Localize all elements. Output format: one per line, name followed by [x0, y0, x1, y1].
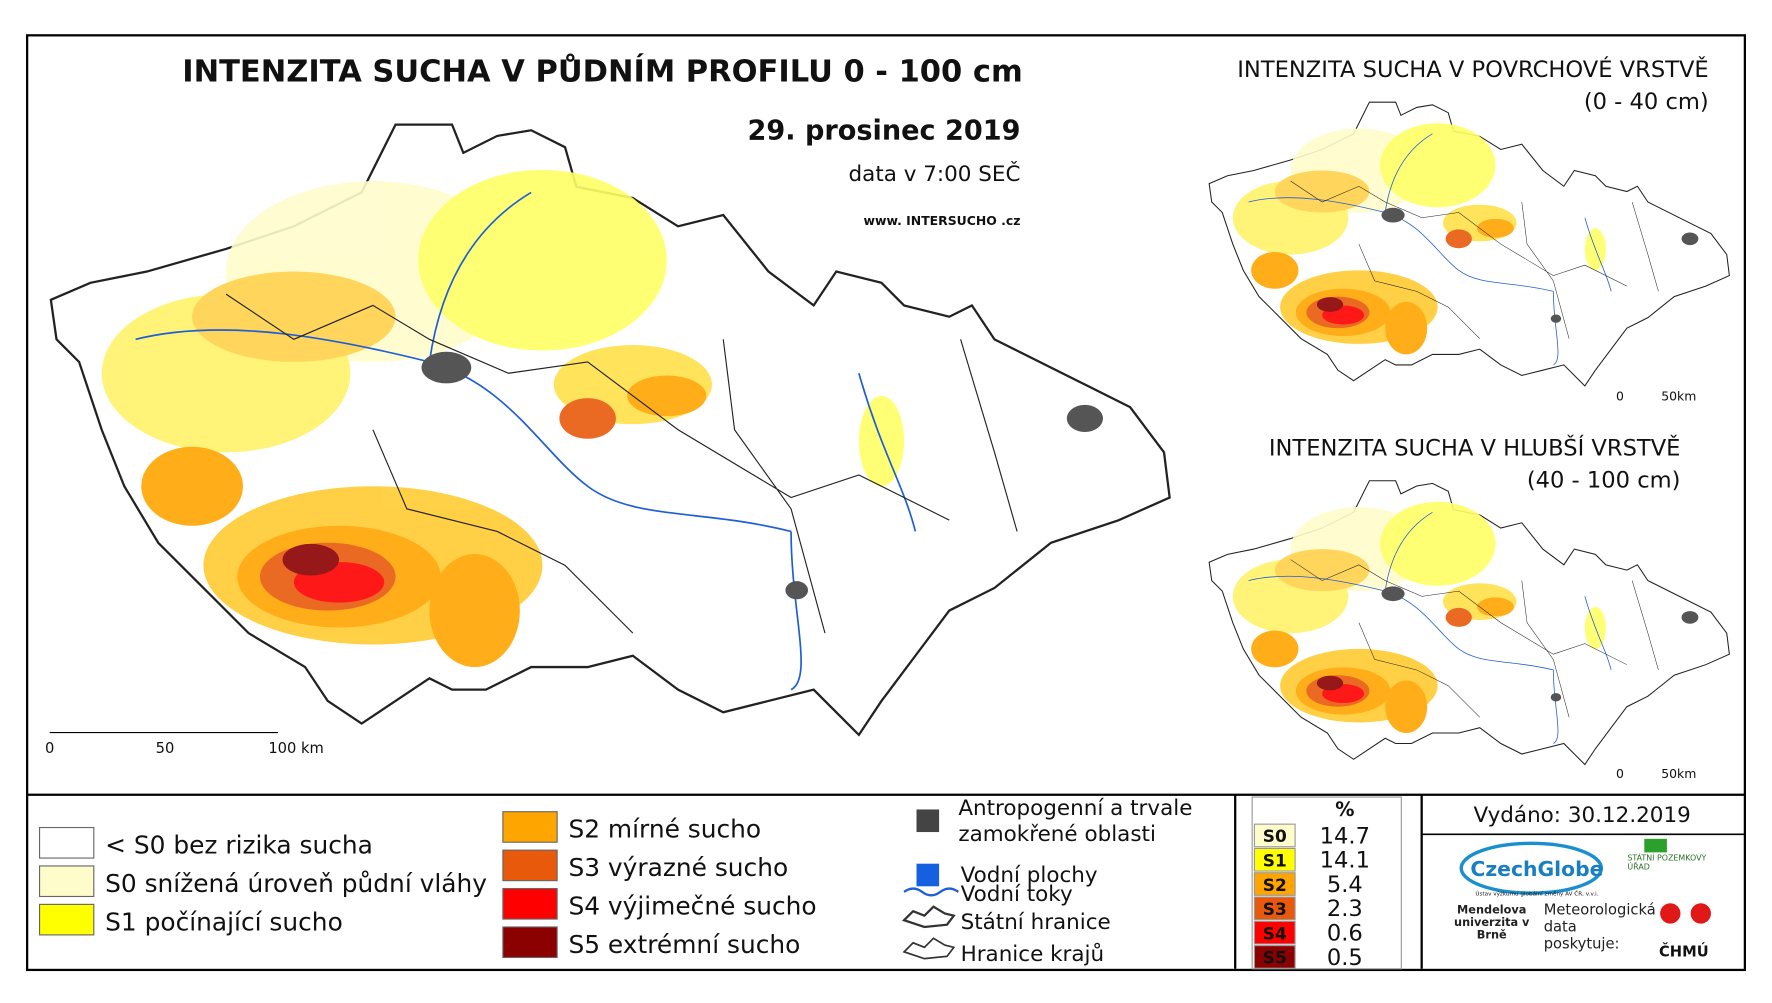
- logo: [1660, 903, 1681, 924]
- scale-label: 0: [1616, 388, 1624, 403]
- scale-label: 50km: [1661, 766, 1696, 781]
- legend-label: S0 snížená úroveň půdní vláhy: [105, 869, 487, 898]
- stats-class-cell: [1253, 823, 1296, 848]
- date: 29. prosinec 2019: [748, 115, 1021, 146]
- legend-label: < S0 bez rizika sucha: [105, 831, 373, 860]
- data-time: data v 7:00 SEČ: [849, 161, 1021, 187]
- legend-label: S3 výrazné sucho: [568, 853, 788, 882]
- stats-class: S4: [1263, 923, 1287, 943]
- stats-header: %: [1335, 798, 1354, 821]
- stats-percent: 14.1: [1320, 848, 1370, 874]
- legend-swatch: [502, 849, 558, 882]
- stats-class: S5: [1263, 948, 1287, 968]
- meteo-text: Meteorologická data poskytuje:: [1543, 902, 1656, 953]
- logo: [1644, 838, 1667, 853]
- legend-swatch: [502, 811, 558, 843]
- legend-symbol: [916, 863, 940, 887]
- scale-label: 50km: [1661, 388, 1696, 403]
- website: www. INTERSUCHO .cz: [864, 213, 1021, 228]
- logo-sub: Ústav výzkumu globální změny AV ČR, v.v.…: [1475, 890, 1598, 897]
- legend-symbol: [902, 937, 956, 960]
- stats-percent: 2.3: [1327, 896, 1363, 922]
- scale-label: 50: [156, 740, 175, 757]
- legend-symbol: [901, 905, 956, 929]
- stats-class-cell: [1253, 847, 1296, 872]
- scale-label: 0: [1616, 766, 1624, 781]
- legend-label: S4 výjimečné sucho: [568, 892, 816, 921]
- stats-percent: 5.4: [1327, 872, 1363, 898]
- legend-symbol: [916, 809, 940, 833]
- legend-label: Vodní toky: [961, 882, 1073, 907]
- logo-text: Mendelova univerzita v Brně: [1454, 904, 1530, 942]
- stats-class: S1: [1263, 851, 1287, 871]
- logo-spu: STÁTNÍ POZEMKOVÝ ÚŘAD: [1627, 853, 1707, 872]
- stats-class-cell: [1253, 896, 1296, 921]
- legend-label: Antropogenní a trvale zamokřené oblasti: [958, 795, 1193, 847]
- scale-label: 100 km: [268, 740, 324, 757]
- inset-title: INTENZITA SUCHA V HLUBŠÍ VRSTVĚ: [1269, 434, 1681, 462]
- meteo-note: Meteorologická data poskytuje:: [1543, 902, 1656, 953]
- stats-table: [1251, 796, 1402, 970]
- legend-swatch: [38, 826, 95, 859]
- legend-swatch: [38, 903, 95, 936]
- legend-label: S5 extrémní sucho: [568, 930, 800, 959]
- stats-class: S0: [1263, 826, 1287, 846]
- stats-class: S2: [1263, 875, 1287, 895]
- logo-czechglobe: CzechGlobe: [1470, 857, 1603, 881]
- inset-title: INTENZITA SUCHA V POVRCHOVÉ VRSTVĚ: [1237, 55, 1708, 83]
- stats-class: S3: [1263, 899, 1287, 919]
- legend-swatch: [502, 887, 558, 920]
- legend-swatch: [38, 865, 95, 898]
- stats-percent: 0.6: [1327, 921, 1363, 947]
- inset-depth: (40 - 100 cm): [1527, 467, 1681, 493]
- legend-label: Vodní plochy: [961, 863, 1098, 888]
- legend-symbol: [903, 887, 960, 897]
- legend-label-box: Antropogenní a trvale zamokřené oblasti: [958, 795, 1193, 847]
- stats-percent: 0.5: [1327, 945, 1363, 971]
- logo-text: STÁTNÍ POZEMKOVÝ ÚŘAD: [1627, 853, 1707, 872]
- legend-label: S2 mírné sucho: [568, 815, 761, 844]
- stats-class-cell: [1253, 945, 1296, 969]
- scale-label: 0: [45, 740, 54, 757]
- legend-swatch: [502, 926, 558, 959]
- logo: [1690, 903, 1711, 924]
- legend-label: S1 počínající sucho: [105, 907, 343, 936]
- inset-map: [1208, 480, 1730, 766]
- stats-class-cell: [1253, 872, 1296, 896]
- inset-depth: (0 - 40 cm): [1584, 89, 1709, 115]
- stats-class-cell: [1253, 920, 1296, 945]
- issued: Vydáno: 30.12.2019: [1473, 803, 1690, 828]
- legend-label: Hranice krajů: [961, 942, 1105, 967]
- logo-chmu: ČHMÚ: [1659, 942, 1709, 960]
- frame: [25, 34, 1747, 972]
- logo: [1459, 841, 1604, 895]
- legend: < S0 bez rizika sucha S0 snížená úroveň p…: [38, 795, 1193, 967]
- logo-mendelu: Mendelova univerzita v Brně: [1454, 904, 1530, 942]
- stats-percent: 14.7: [1320, 823, 1370, 849]
- inset-map: [1208, 101, 1730, 387]
- legend-label: Státní hranice: [961, 910, 1111, 935]
- main-title: INTENZITA SUCHA V PŮDNÍM PROFILU 0 - 100…: [182, 53, 1022, 90]
